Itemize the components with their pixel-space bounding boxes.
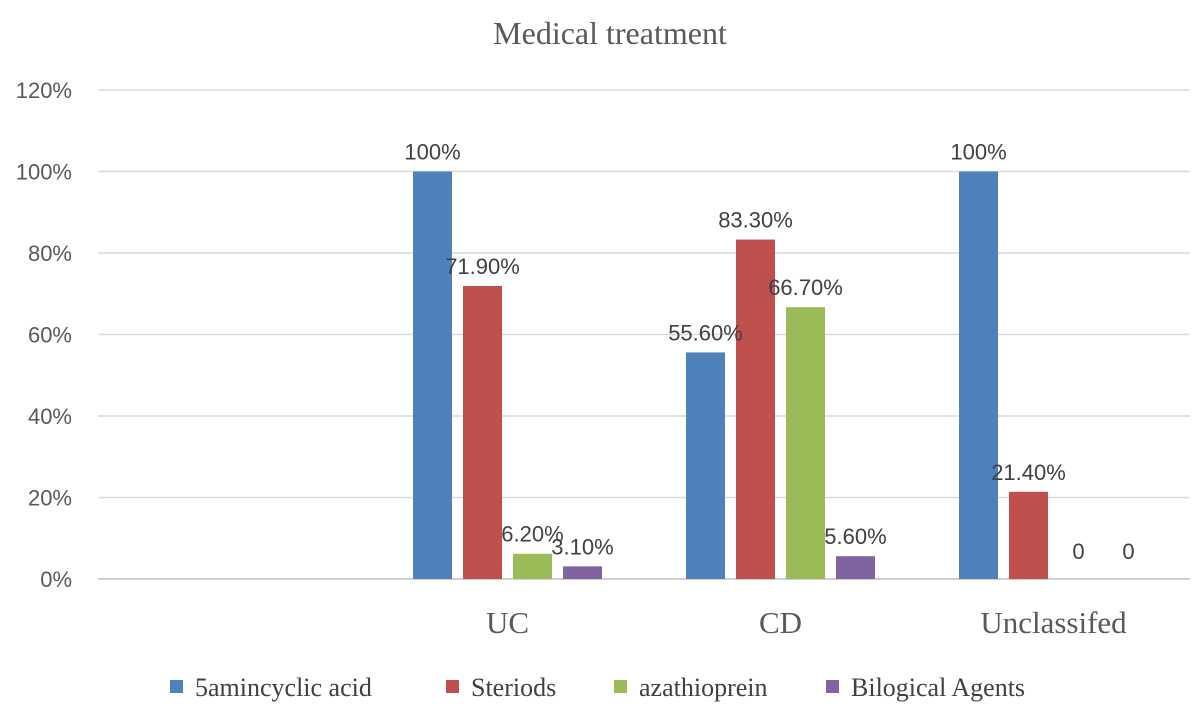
y-tick-label: 120% <box>16 78 72 103</box>
bar <box>1009 491 1048 579</box>
legend-item: 5amincyclic acid <box>170 673 372 702</box>
data-label: 100% <box>950 140 1006 165</box>
legend-swatch <box>614 680 627 693</box>
data-label: 0 <box>1122 539 1134 564</box>
y-tick-label: 100% <box>16 160 72 185</box>
data-label: 6.20% <box>501 522 563 547</box>
data-label: 0 <box>1072 539 1084 564</box>
y-tick-label: 40% <box>28 404 72 429</box>
data-labels: 100% 71.90% 6.20%3.10% 55.60% 83.30% 66.70% 5.… <box>404 140 1134 565</box>
y-tick-label: 0% <box>40 567 72 592</box>
legend-label: Steriods <box>471 673 556 702</box>
data-label: 71.90% <box>445 254 520 279</box>
data-label: 5.60% <box>824 524 886 549</box>
data-label: 100% <box>404 140 460 165</box>
bar <box>463 286 502 579</box>
y-tick-label: 80% <box>28 241 72 266</box>
legend-label: azathioprein <box>639 673 768 702</box>
legend-item: azathioprein <box>614 673 768 702</box>
bars <box>413 171 1048 580</box>
x-axis-ticks: UC CD Unclassifed <box>486 605 1127 640</box>
legend-item: Bilogical Agents <box>826 673 1025 702</box>
bar <box>786 307 825 579</box>
data-label: 66.70% <box>768 275 843 300</box>
bar <box>413 171 452 579</box>
bar <box>959 171 998 579</box>
bar <box>686 352 725 579</box>
legend-swatch <box>170 680 183 693</box>
legend: 5amincyclic acid Steriods azathioprein Bilo… <box>170 673 1025 702</box>
x-tick-label: Unclassifed <box>980 605 1127 640</box>
bar <box>513 553 552 579</box>
bar <box>563 566 602 579</box>
gridlines <box>98 89 1190 580</box>
y-tick-label: 20% <box>28 486 72 511</box>
data-label: 55.60% <box>668 320 743 345</box>
x-tick-label: CD <box>759 605 802 640</box>
data-label: 21.40% <box>991 460 1066 485</box>
data-label: 3.10% <box>551 534 613 559</box>
x-tick-label: UC <box>486 605 529 640</box>
legend-item: Steriods <box>446 673 556 702</box>
legend-label: 5amincyclic acid <box>195 673 372 702</box>
y-tick-label: 60% <box>28 323 72 348</box>
legend-label: Bilogical Agents <box>851 673 1025 702</box>
bar <box>836 556 875 579</box>
bar <box>736 239 775 580</box>
data-label: 83.30% <box>718 208 793 233</box>
legend-swatch <box>446 680 459 693</box>
chart-title: Medical treatment <box>493 15 727 51</box>
legend-swatch <box>826 680 839 693</box>
y-axis-ticks: 0% 20% 40% 60% 80% 100% 120% <box>16 78 72 592</box>
